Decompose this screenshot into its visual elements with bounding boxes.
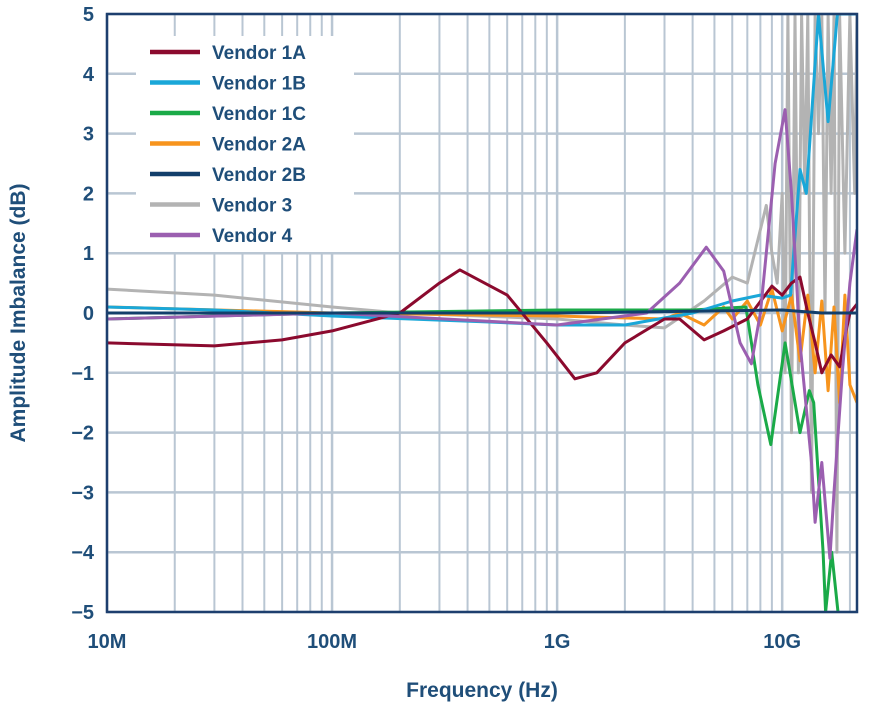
legend-label: Vendor 3	[212, 196, 292, 217]
y-tick-label: 4	[83, 64, 95, 86]
x-tick-label: 10M	[88, 631, 127, 653]
y-tick-label: −5	[71, 602, 94, 624]
y-tick-label: −2	[71, 423, 94, 445]
y-tick-label: 1	[83, 243, 94, 265]
y-axis-title: Amplitude Imbalance (dB)	[7, 183, 30, 442]
legend-label: Vendor 1A	[212, 43, 306, 64]
series-line-vendor-4	[107, 108, 857, 560]
x-tick-label: 100M	[307, 631, 357, 653]
legend-label: Vendor 1C	[212, 104, 306, 125]
legend-label: Vendor 4	[212, 226, 293, 247]
x-axis-title: Frequency (Hz)	[406, 679, 558, 702]
y-tick-label: 3	[83, 124, 94, 146]
series-line-vendor-3	[107, 14, 857, 554]
y-tick-label: −4	[71, 542, 95, 564]
y-tick-label: −1	[71, 363, 94, 385]
series-lines	[107, 14, 857, 612]
series-line-vendor-2b	[107, 308, 857, 315]
series-line-vendor-1c	[107, 305, 840, 612]
legend-label: Vendor 2B	[212, 165, 306, 186]
legend: Vendor 1A Vendor 1B Vendor 1C Vendor 2A Vend…	[136, 36, 354, 252]
y-tick-label: −3	[71, 482, 94, 504]
series-line-vendor-1a	[107, 268, 857, 381]
y-tick-label: 2	[83, 183, 94, 205]
legend-label: Vendor 1B	[212, 74, 306, 95]
y-tick-label: 0	[83, 303, 94, 325]
x-tick-label: 1G	[544, 631, 571, 653]
plot-border	[105, 12, 859, 614]
x-tick-label: 10G	[763, 631, 801, 653]
legend-label: Vendor 2A	[212, 135, 306, 156]
tick-labels: 5 4 3 2 1 0 −1 −2 −3 −4 −5 10M 100M 1G 10G	[71, 4, 801, 653]
y-tick-label: 5	[83, 4, 94, 26]
